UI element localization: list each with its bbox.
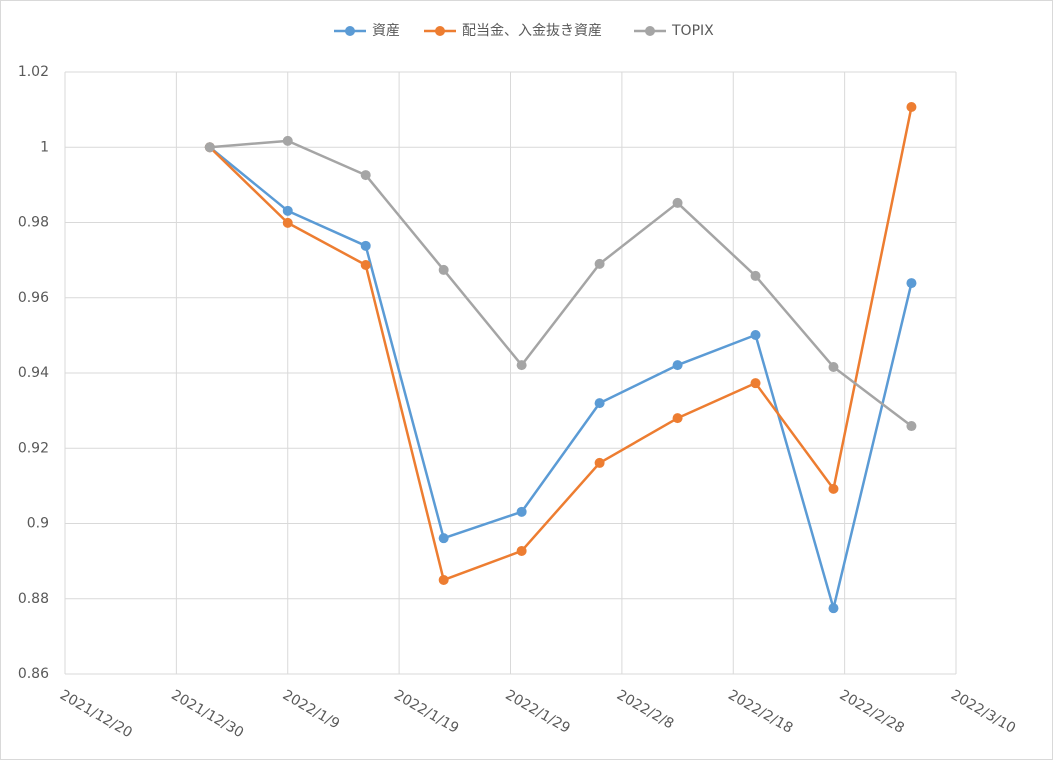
legend-swatch: [345, 26, 355, 36]
series-line: [209, 139, 913, 428]
data-point: [516, 545, 527, 556]
data-point: [516, 360, 527, 371]
data-point: [828, 603, 839, 614]
y-tick-label: 0.88: [18, 591, 49, 607]
data-point: [282, 135, 293, 146]
data-point: [516, 506, 527, 517]
data-point: [438, 574, 449, 585]
data-point: [594, 258, 605, 269]
data-point: [750, 270, 761, 281]
data-point: [672, 197, 683, 208]
y-tick-label: 1.02: [18, 64, 49, 80]
legend-label: 資産: [372, 23, 400, 39]
data-point: [828, 361, 839, 372]
data-point: [282, 217, 293, 228]
data-point: [906, 101, 917, 112]
y-tick-label: 0.96: [18, 290, 49, 306]
series-line: [208, 106, 913, 582]
y-tick-label: 0.94: [18, 365, 49, 381]
y-tick-label: 1: [40, 139, 49, 155]
data-point: [906, 421, 917, 432]
data-point: [828, 483, 839, 494]
y-tick-label: 0.92: [18, 440, 49, 456]
data-point: [282, 205, 293, 216]
legend-label: TOPIX: [671, 23, 714, 39]
data-point: [204, 142, 215, 153]
legend-label: 配当金、入金抜き資産: [462, 23, 602, 39]
data-point: [672, 360, 683, 371]
data-point: [594, 457, 605, 468]
data-point: [360, 240, 371, 251]
data-point: [750, 378, 761, 389]
data-point: [750, 329, 761, 340]
y-tick-label: 0.98: [18, 215, 49, 231]
data-point: [594, 398, 605, 409]
y-tick-label: 0.9: [27, 516, 49, 532]
data-point: [438, 533, 449, 544]
data-point: [360, 170, 371, 181]
legend-swatch: [645, 26, 655, 36]
y-tick-label: 0.86: [18, 666, 49, 682]
data-point: [438, 264, 449, 275]
legend-swatch: [435, 26, 445, 36]
data-point: [672, 413, 683, 424]
data-point: [906, 278, 917, 289]
series-line: [208, 146, 913, 610]
data-point: [360, 260, 371, 271]
